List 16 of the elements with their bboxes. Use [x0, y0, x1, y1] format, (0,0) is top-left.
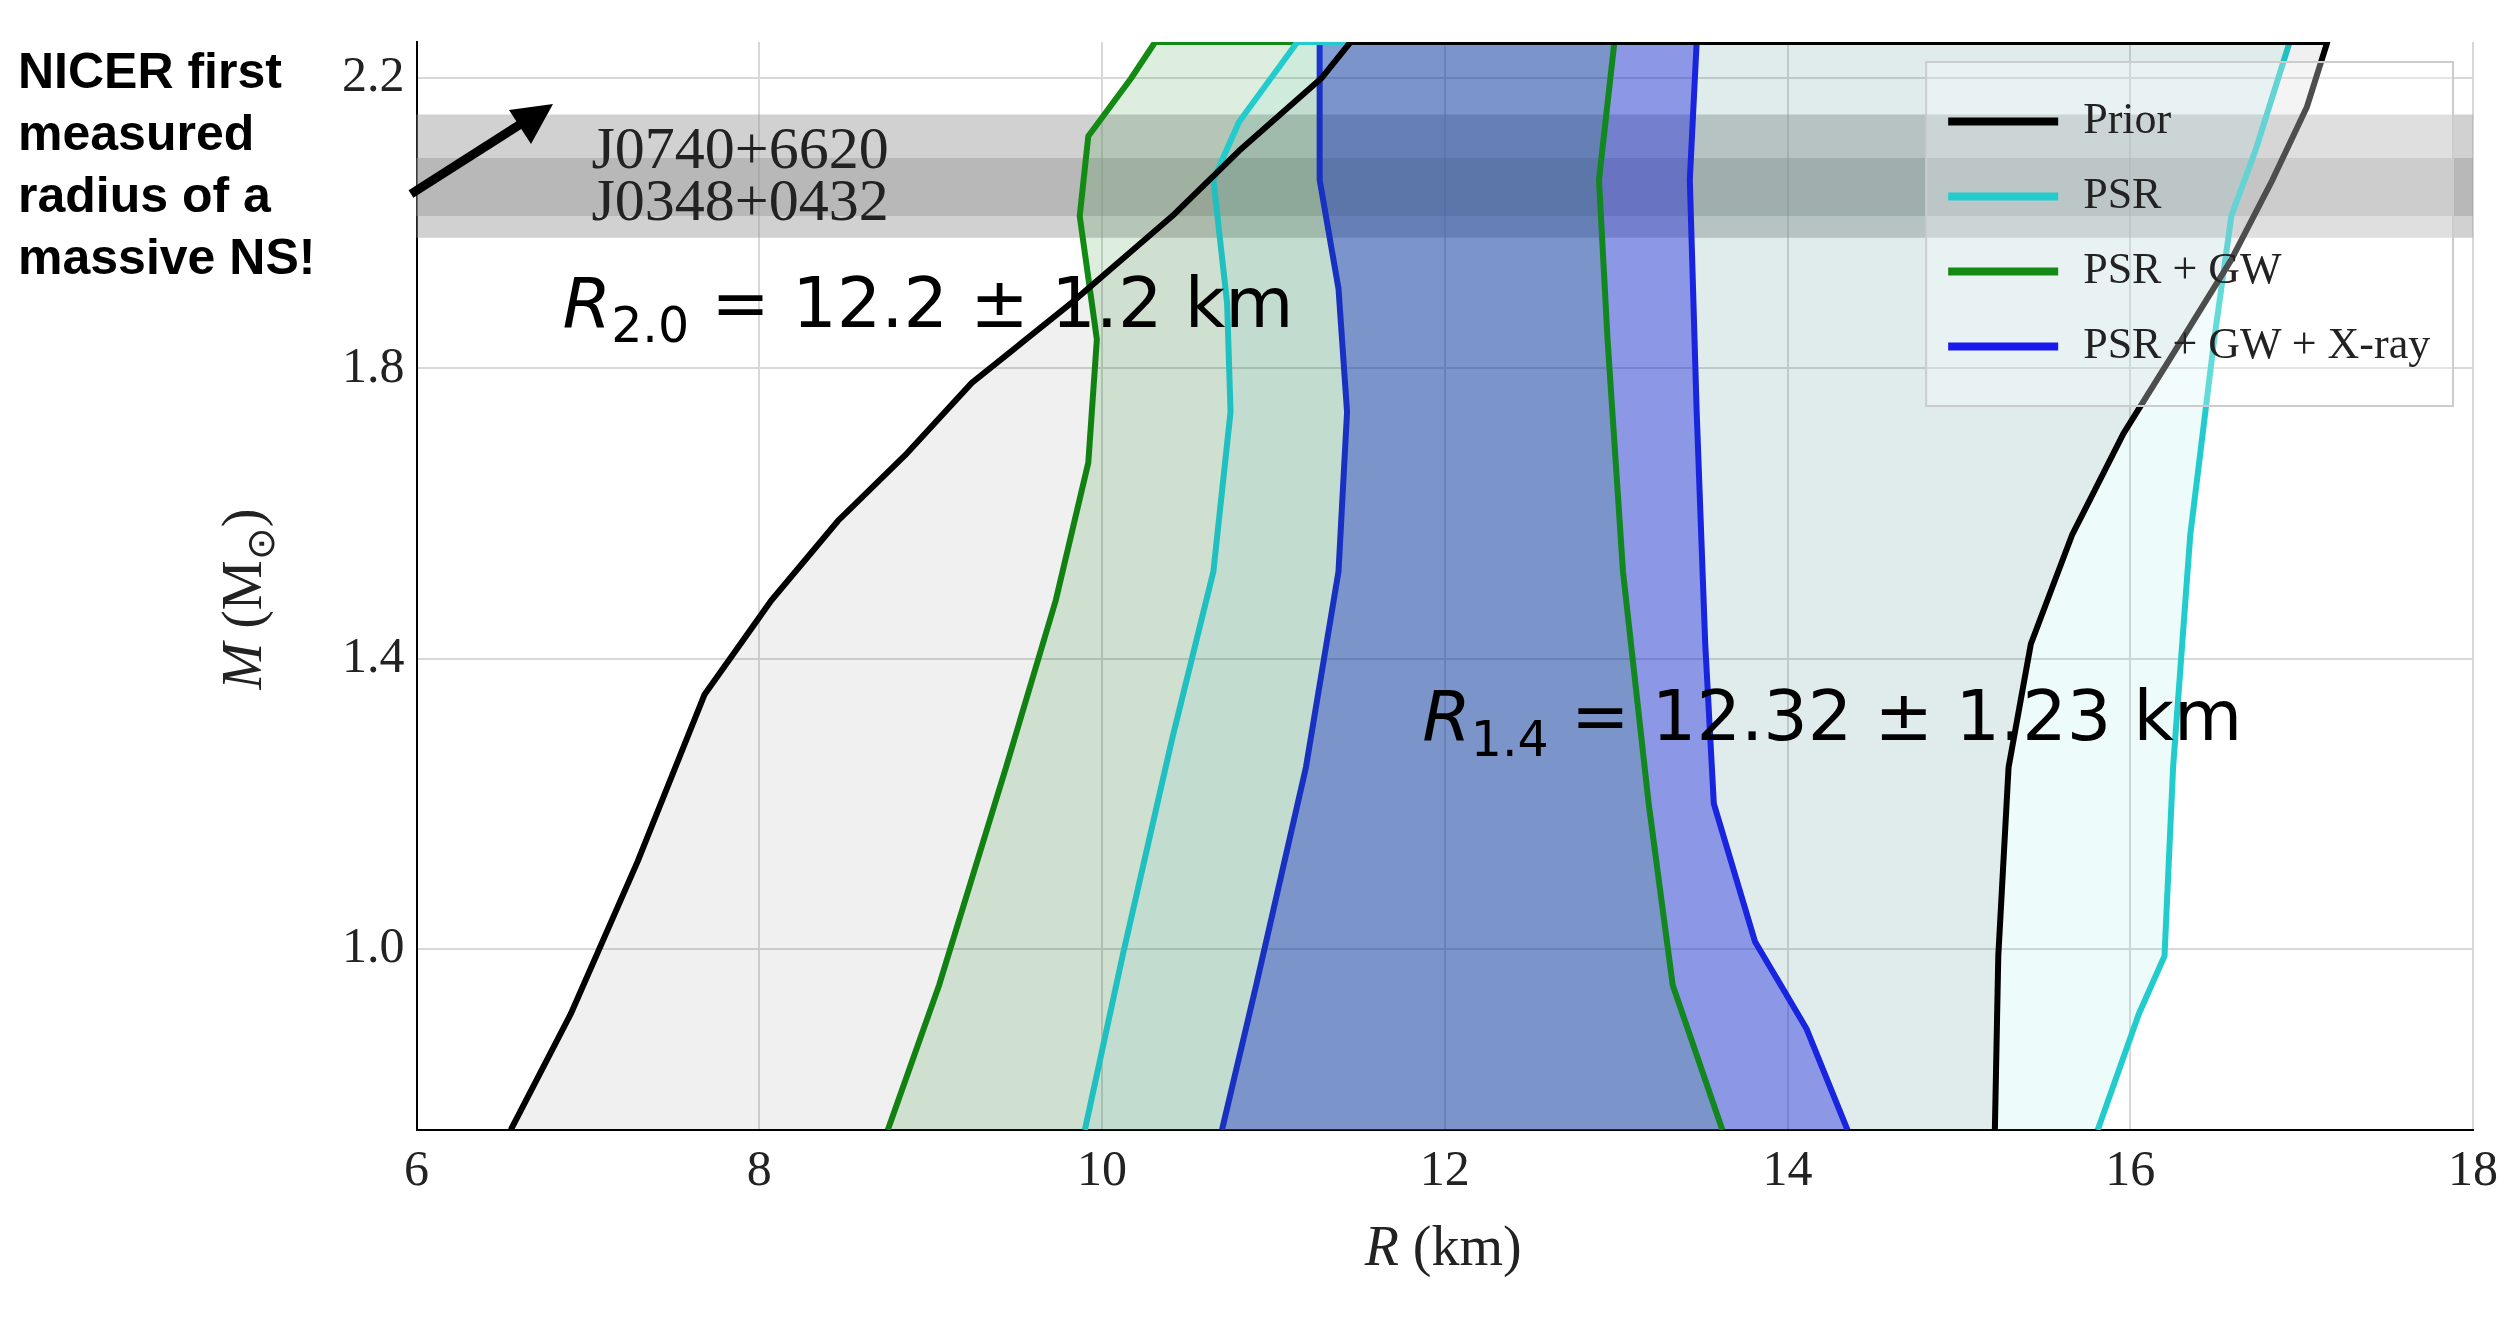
x-tick-label: 6: [404, 1140, 429, 1197]
legend-label: Prior: [2083, 94, 2172, 144]
y-tick-label: 2.2: [342, 46, 405, 103]
legend-label: PSR: [2083, 169, 2163, 219]
y-tick-label: 1.4: [342, 626, 405, 683]
y-tick-label: 1.8: [342, 336, 405, 393]
x-tick-label: 10: [1077, 1140, 1127, 1197]
y-axis-title: M (M⊙): [211, 508, 282, 691]
x-axis-title: R (km): [1363, 1214, 1522, 1278]
text: NICER first measured radius of a massive NS!: [18, 43, 316, 285]
x-tick-label: 18: [2448, 1140, 2498, 1197]
x-tick-label: 12: [1419, 1140, 1470, 1197]
y-tick-label: 1.0: [342, 916, 405, 973]
x-tick-label: 8: [746, 1140, 772, 1197]
x-tick-label: 14: [1762, 1140, 1813, 1197]
x-tick-label: 16: [2105, 1140, 2156, 1197]
